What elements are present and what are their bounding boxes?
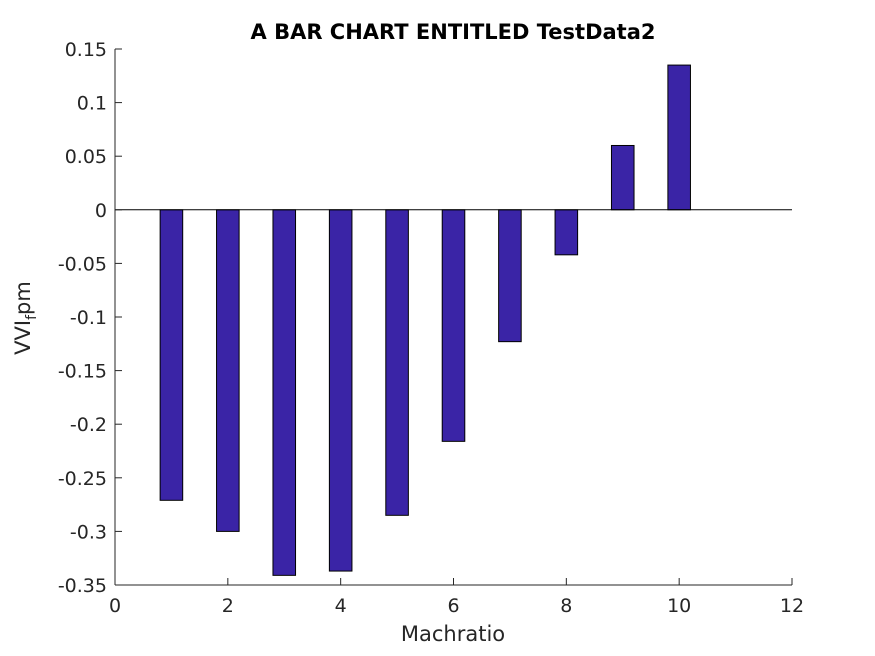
bar-2 xyxy=(216,209,240,532)
bar-3 xyxy=(272,209,297,576)
bar-9 xyxy=(610,144,635,211)
y-axis-label-subscript: f xyxy=(24,314,40,320)
y-tick-label: -0.3 xyxy=(70,521,107,543)
chart-title: A BAR CHART ENTITLED TestData2 xyxy=(251,20,656,44)
bar-7 xyxy=(498,209,522,343)
x-tick-label: 0 xyxy=(109,595,121,617)
y-tick-labels: 0.15 0.1 0.05 0 -0.05 -0.1 -0.15 -0.2 -0.25 -0.3 -… xyxy=(58,39,107,597)
y-tick-label: 0 xyxy=(95,200,107,222)
x-axis-label: Machratio xyxy=(401,622,505,646)
bar-5 xyxy=(385,209,409,516)
y-tick-label: -0.2 xyxy=(70,414,107,436)
y-axis-label-suffix: pm xyxy=(11,281,35,315)
y-axis-label-main: VVI xyxy=(11,320,35,355)
x-tick-label: 4 xyxy=(335,595,347,617)
bar-4 xyxy=(328,209,353,572)
y-tick-label: -0.05 xyxy=(58,253,107,275)
y-axis-label: VVIfpm xyxy=(11,281,40,355)
y-tick-label: -0.35 xyxy=(58,575,107,597)
x-tick-label: 8 xyxy=(560,595,572,617)
x-tick-label: 2 xyxy=(222,595,234,617)
bars-group xyxy=(159,64,691,576)
y-tick-label: 0.05 xyxy=(65,146,107,168)
bar-6 xyxy=(441,209,466,442)
bar-8 xyxy=(554,209,579,256)
axes-group xyxy=(114,48,793,586)
bar-10 xyxy=(667,64,691,211)
y-tick-label: -0.15 xyxy=(58,361,107,383)
x-tick-label: 6 xyxy=(447,595,459,617)
y-tick-label: 0.15 xyxy=(65,39,107,61)
y-tick-label: -0.1 xyxy=(70,307,107,329)
x-tick-label: 10 xyxy=(667,595,691,617)
y-tick-label: -0.25 xyxy=(58,468,107,490)
x-tick-label: 12 xyxy=(780,595,804,617)
bar-1 xyxy=(159,209,184,501)
x-tick-labels: 0 2 4 6 8 10 12 xyxy=(109,595,804,617)
y-tick-label: 0.1 xyxy=(77,93,107,115)
